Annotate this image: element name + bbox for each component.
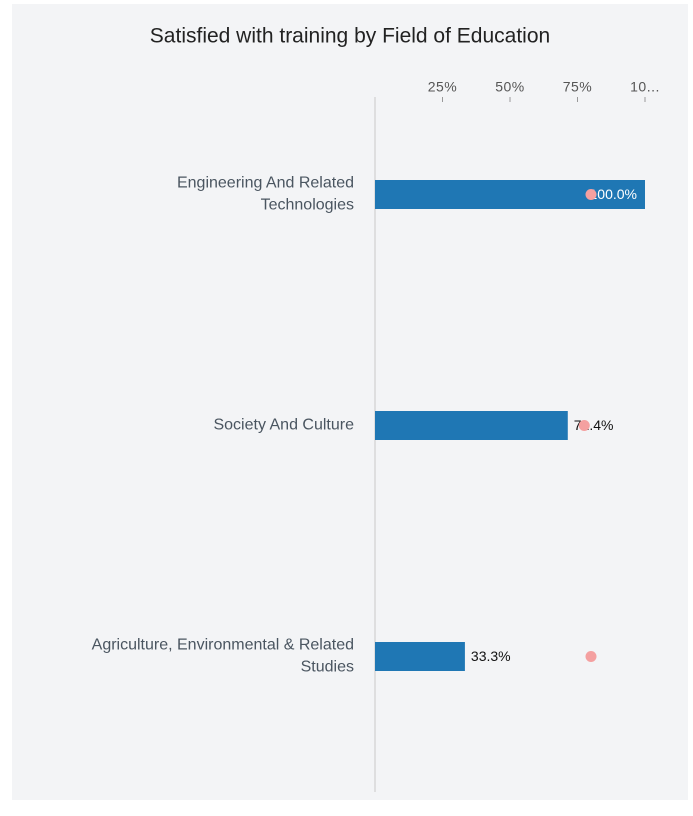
y-tick-label: Society And Culture	[213, 417, 354, 434]
target-dot	[585, 189, 597, 200]
y-tick-label: Agriculture, Environmental & Related	[92, 637, 354, 654]
target-dot	[585, 651, 597, 662]
x-tick-label: 25%	[428, 79, 458, 95]
x-tick-label: 75%	[563, 79, 593, 95]
chart-title: Satisfied with training by Field of Educ…	[150, 25, 550, 48]
y-tick-label: Engineering And Related	[177, 175, 354, 192]
x-tick-label: 10...	[630, 79, 660, 95]
data-label: 100.0%	[590, 186, 637, 202]
y-tick-label: Studies	[301, 659, 354, 676]
target-dot	[578, 420, 590, 431]
bar	[375, 411, 568, 440]
data-label: 33.3%	[471, 648, 511, 664]
chart-background	[12, 4, 688, 800]
x-tick-label: 50%	[495, 79, 525, 95]
bar	[375, 642, 465, 671]
y-tick-label: Technologies	[261, 197, 354, 214]
bar	[375, 180, 645, 209]
